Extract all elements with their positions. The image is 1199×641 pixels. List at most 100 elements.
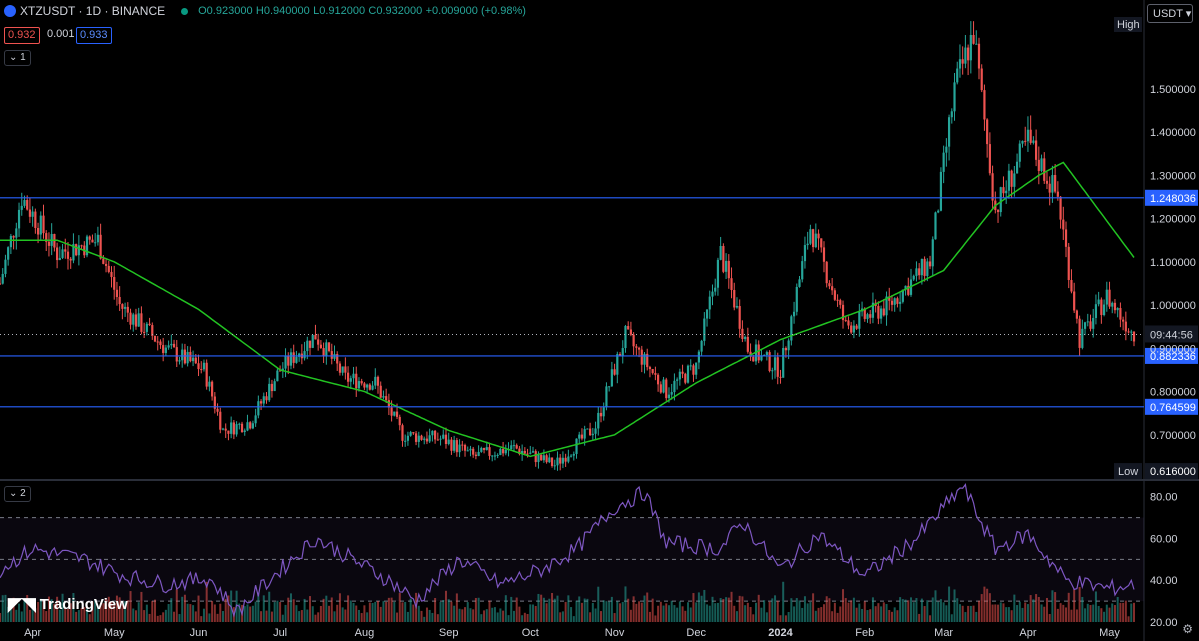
volume-bar xyxy=(219,603,222,622)
volume-bar xyxy=(635,603,638,622)
candle-body xyxy=(398,416,401,426)
candle-body xyxy=(879,308,883,319)
volume-bar xyxy=(186,603,189,622)
low-value-label: 0.616000 xyxy=(1150,466,1196,478)
candle-body xyxy=(760,355,763,361)
candle-body xyxy=(395,411,399,417)
price-tick-label: 1.200000 xyxy=(1150,214,1196,226)
volume-bar xyxy=(178,614,181,622)
candle-body xyxy=(1078,318,1081,348)
candle-body xyxy=(243,430,246,433)
volume-bar xyxy=(396,612,399,622)
candle-body xyxy=(776,357,779,377)
settings-gear-icon[interactable]: ⚙ xyxy=(1182,622,1193,636)
low-marker-label: Low xyxy=(1118,466,1138,478)
candle-body xyxy=(708,296,711,310)
volume-bar xyxy=(757,594,760,622)
candle-body xyxy=(219,411,222,430)
candle-body xyxy=(325,342,328,357)
candle-body xyxy=(216,408,219,412)
volume-bar xyxy=(632,596,635,622)
sell-price-box[interactable]: 0.932 xyxy=(4,27,40,44)
volume-bar xyxy=(102,603,105,622)
volume-bar xyxy=(752,614,755,622)
symbol-logo-icon xyxy=(4,5,16,17)
candle-body xyxy=(559,457,562,464)
volume-bar xyxy=(504,595,507,622)
volume-bar xyxy=(77,610,80,622)
candle-body xyxy=(540,454,543,461)
level-label: 1.248036 xyxy=(1150,193,1196,205)
volume-bar xyxy=(450,601,453,622)
candle-body xyxy=(724,260,728,272)
volume-bar xyxy=(1029,595,1032,622)
candle-body xyxy=(499,448,502,455)
volume-bar xyxy=(871,597,874,622)
volume-bar xyxy=(983,586,986,622)
candle-body xyxy=(175,347,178,362)
volume-bar xyxy=(904,599,907,622)
candle-body xyxy=(627,326,630,330)
volume-bar xyxy=(37,601,40,622)
volume-bar xyxy=(238,603,241,622)
volume-bar xyxy=(512,610,515,622)
pane-1-collapse-button[interactable]: ⌄ 1 xyxy=(4,50,31,66)
candle-body xyxy=(26,200,29,210)
volume-bar xyxy=(298,611,301,622)
candle-body xyxy=(621,348,624,356)
volume-bar xyxy=(929,615,932,622)
candle-body xyxy=(23,200,26,206)
candle-body xyxy=(357,381,361,389)
candle-body xyxy=(980,68,983,91)
candle-body xyxy=(412,432,415,434)
buy-price-box[interactable]: 0.933 xyxy=(76,27,112,44)
volume-bar xyxy=(412,604,415,622)
time-axis-label: Dec xyxy=(686,627,706,639)
time-axis-label: Nov xyxy=(605,627,625,639)
volume-bar xyxy=(667,605,670,622)
volume-bar xyxy=(858,603,861,622)
volume-bar xyxy=(629,609,632,622)
candle-body xyxy=(1130,331,1133,333)
currency-selector[interactable]: USDT ▾ xyxy=(1147,4,1193,23)
candle-body xyxy=(371,385,374,390)
volume-bar xyxy=(803,596,806,622)
candle-body xyxy=(667,394,671,399)
candle-body xyxy=(521,450,524,455)
candle-body xyxy=(148,323,151,326)
volume-bar xyxy=(1089,605,1092,622)
candle-body xyxy=(322,348,325,357)
volume-bar xyxy=(208,613,211,622)
symbol-label[interactable]: XTZUSDT · 1D · BINANCE xyxy=(20,4,166,18)
volume-bar xyxy=(814,610,817,622)
candle-body xyxy=(434,430,437,440)
candle-body xyxy=(360,381,363,384)
moving-average-line xyxy=(0,161,1135,458)
candle-body xyxy=(102,258,105,264)
candle-body xyxy=(915,268,918,276)
candle-body xyxy=(227,430,230,434)
tradingview-logo-text: TradingView xyxy=(39,596,128,613)
volume-bar xyxy=(1065,607,1068,622)
volume-bar xyxy=(1070,609,1073,622)
candle-body xyxy=(485,447,488,450)
candle-body xyxy=(406,435,410,441)
candle-body xyxy=(542,455,545,461)
volume-bar xyxy=(602,600,605,622)
volume-bar xyxy=(374,601,377,622)
volume-bar xyxy=(670,600,673,622)
volume-bar xyxy=(86,608,89,622)
volume-bar xyxy=(755,602,757,622)
candle-body xyxy=(632,334,635,347)
candle-body xyxy=(654,373,657,375)
candle-body xyxy=(977,43,981,69)
candle-body xyxy=(1097,299,1100,305)
volume-bar xyxy=(455,593,458,622)
high-marker-bg xyxy=(1114,17,1142,32)
candle-body xyxy=(191,357,195,362)
candle-body xyxy=(580,434,584,439)
candle-body xyxy=(564,457,567,462)
pane-2-collapse-button[interactable]: ⌄ 2 xyxy=(4,486,31,502)
volume-bar xyxy=(545,603,548,622)
